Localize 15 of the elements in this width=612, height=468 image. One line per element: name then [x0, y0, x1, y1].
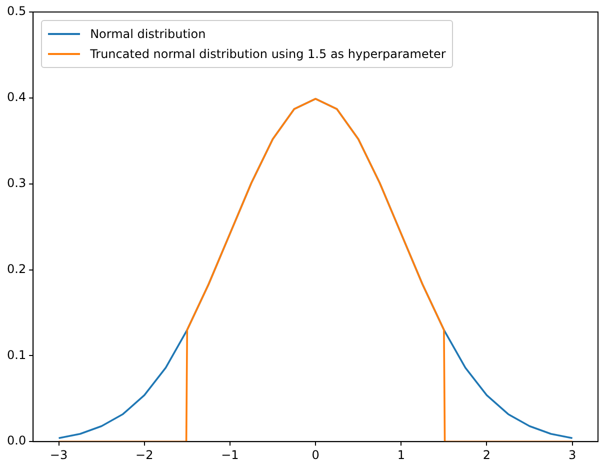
x-tick-label: 2 — [482, 448, 491, 462]
x-tick-label: 0 — [312, 448, 320, 462]
legend-label: Normal distribution — [90, 26, 206, 43]
x-tick-label: −3 — [50, 448, 68, 462]
y-tick-label: 0.0 — [6, 434, 26, 448]
x-tick-label: −1 — [221, 448, 239, 462]
x-tick-label: 1 — [397, 448, 405, 462]
y-tick-label: 0.2 — [6, 262, 26, 276]
y-tick-label: 0.4 — [6, 90, 26, 104]
x-tick-label: −2 — [136, 448, 154, 462]
legend-label: Truncated normal distribution using 1.5 as hyperparameter — [90, 46, 446, 63]
y-tick-label: 0.5 — [6, 4, 26, 18]
y-tick-label: 0.1 — [6, 348, 26, 362]
y-tick-label: 0.3 — [6, 176, 26, 190]
x-tick-label: 3 — [568, 448, 576, 462]
